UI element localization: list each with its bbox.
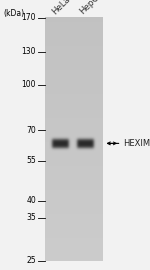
Text: HeLa: HeLa [51, 0, 72, 16]
Text: MW: MW [3, 0, 17, 1]
Text: 130: 130 [21, 47, 36, 56]
Text: 40: 40 [26, 197, 36, 205]
Text: 170: 170 [21, 13, 36, 22]
Text: HEXIM1: HEXIM1 [123, 139, 150, 148]
Text: 100: 100 [21, 80, 36, 89]
Text: 70: 70 [26, 126, 36, 134]
Text: (kDa): (kDa) [3, 9, 24, 18]
Text: 25: 25 [26, 256, 36, 265]
Text: 35: 35 [26, 213, 36, 222]
Text: 55: 55 [26, 156, 36, 165]
Text: HepG2: HepG2 [78, 0, 105, 16]
